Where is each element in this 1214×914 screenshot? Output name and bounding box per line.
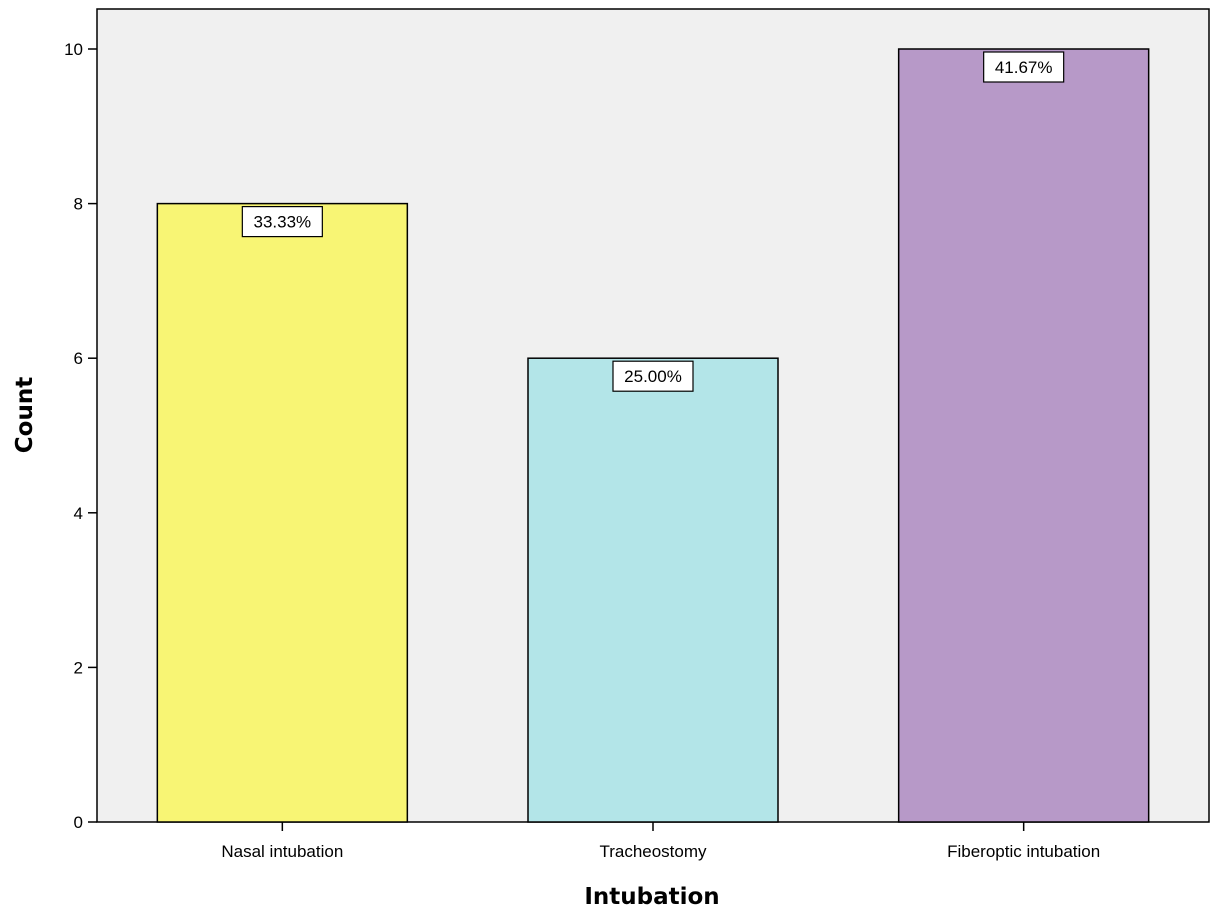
data-label-box bbox=[612, 360, 694, 392]
y-tick-label: 8 bbox=[74, 195, 83, 214]
data-labels-layer: 33.33% 25.00% 41.67% bbox=[241, 51, 1065, 392]
data-label-box bbox=[241, 206, 323, 238]
x-tick-label: Tracheostomy bbox=[599, 842, 707, 861]
data-label-text: 33.33% bbox=[253, 213, 311, 232]
data-label-box bbox=[983, 51, 1065, 83]
data-label: 25.00% bbox=[612, 360, 694, 392]
x-axis-title: Intubation bbox=[584, 884, 719, 910]
y-axis: 0 2 4 6 8 10 bbox=[64, 40, 97, 832]
x-tick-label: Nasal intubation bbox=[221, 842, 343, 861]
bars-layer bbox=[156, 48, 1150, 823]
bar-nasal-intubation bbox=[156, 202, 409, 823]
bar-fiberoptic-intubation bbox=[897, 48, 1150, 823]
y-axis-title: Count bbox=[12, 377, 38, 453]
data-label-text: 41.67% bbox=[995, 58, 1053, 77]
y-tick-label: 2 bbox=[74, 658, 83, 677]
data-label: 41.67% bbox=[983, 51, 1065, 83]
y-tick-label: 4 bbox=[74, 504, 83, 523]
data-label-text: 25.00% bbox=[624, 367, 682, 386]
y-tick-label: 6 bbox=[74, 349, 83, 368]
y-tick-label: 10 bbox=[64, 40, 83, 59]
y-tick-label: 0 bbox=[74, 813, 83, 832]
data-label: 33.33% bbox=[241, 206, 323, 238]
x-axis: Nasal intubation Tracheostomy Fiberoptic i… bbox=[221, 822, 1100, 861]
bar-tracheostomy bbox=[527, 357, 779, 823]
x-tick-label: Fiberoptic intubation bbox=[947, 842, 1100, 861]
